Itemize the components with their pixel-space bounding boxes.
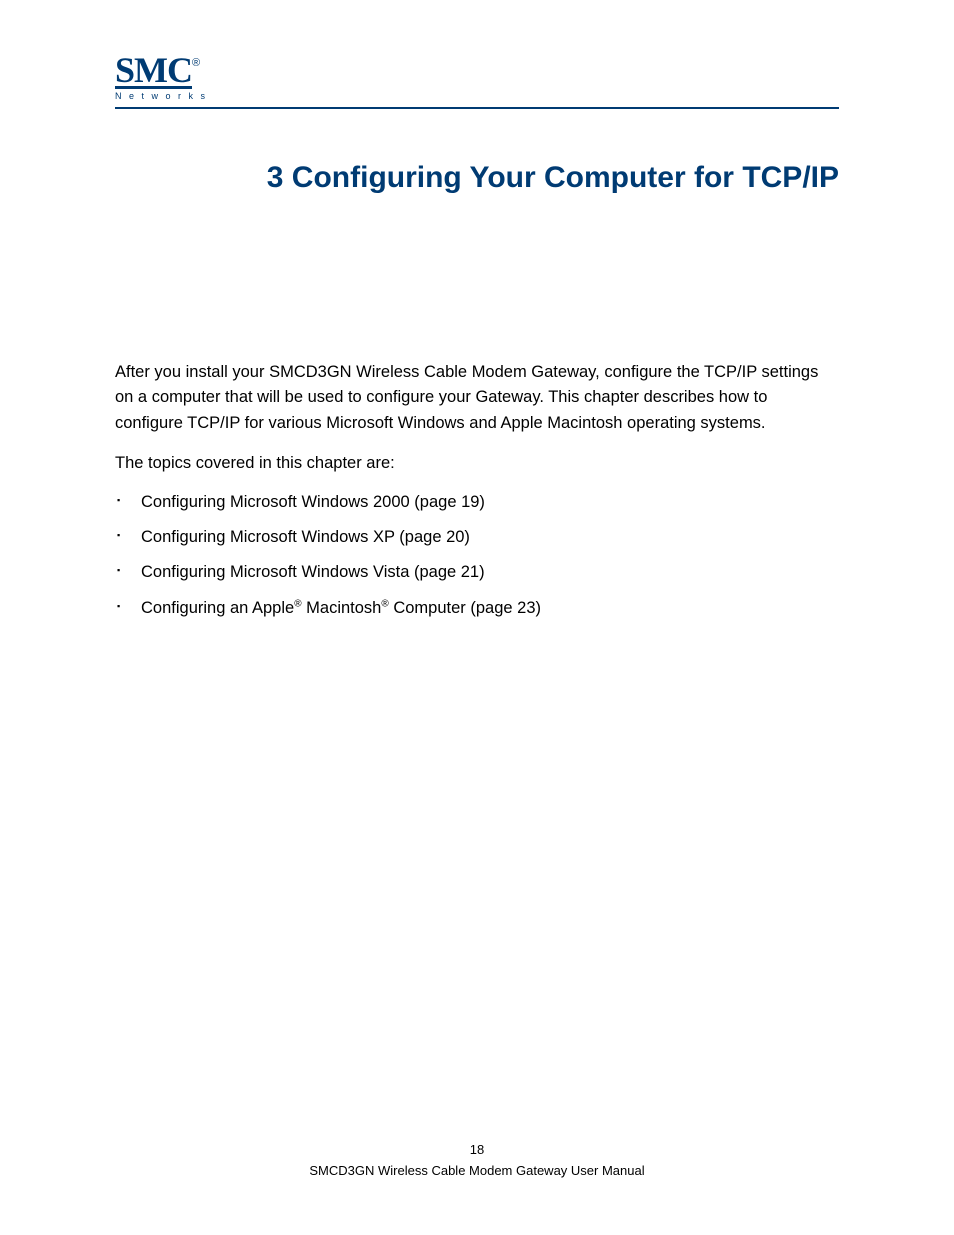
list-item: Configuring Microsoft Windows XP (page 2…	[141, 526, 839, 549]
logo-header: SMC® N e t w o r k s	[115, 55, 839, 109]
registered-mark-icon: ®	[294, 598, 301, 609]
list-item: Configuring Microsoft Windows Vista (pag…	[141, 561, 839, 584]
chapter-title: 3 Configuring Your Computer for TCP/IP	[115, 161, 839, 195]
list-item: Configuring an Apple® Macintosh® Compute…	[141, 597, 839, 620]
intro-paragraph: After you install your SMCD3GN Wireless …	[115, 360, 839, 437]
topics-intro: The topics covered in this chapter are:	[115, 454, 839, 473]
logo-row: SMC®	[115, 55, 839, 89]
list-item-suffix: Computer (page 23)	[389, 599, 541, 617]
header-divider	[115, 107, 839, 109]
page-number: 18	[0, 1140, 954, 1161]
page-footer: 18 SMCD3GN Wireless Cable Modem Gateway …	[0, 1140, 954, 1182]
document-page: SMC® N e t w o r k s 3 Configuring Your …	[0, 0, 954, 620]
topics-list: Configuring Microsoft Windows 2000 (page…	[115, 491, 839, 619]
registered-mark-icon: ®	[381, 598, 388, 609]
manual-title: SMCD3GN Wireless Cable Modem Gateway Use…	[0, 1161, 954, 1182]
registered-mark-icon: ®	[192, 57, 200, 69]
list-item: Configuring Microsoft Windows 2000 (page…	[141, 491, 839, 514]
logo-brand: SMC	[115, 55, 192, 89]
logo-subtitle: N e t w o r k s	[115, 91, 839, 101]
list-item-mid: Macintosh	[302, 599, 382, 617]
list-item-prefix: Configuring an Apple	[141, 599, 294, 617]
